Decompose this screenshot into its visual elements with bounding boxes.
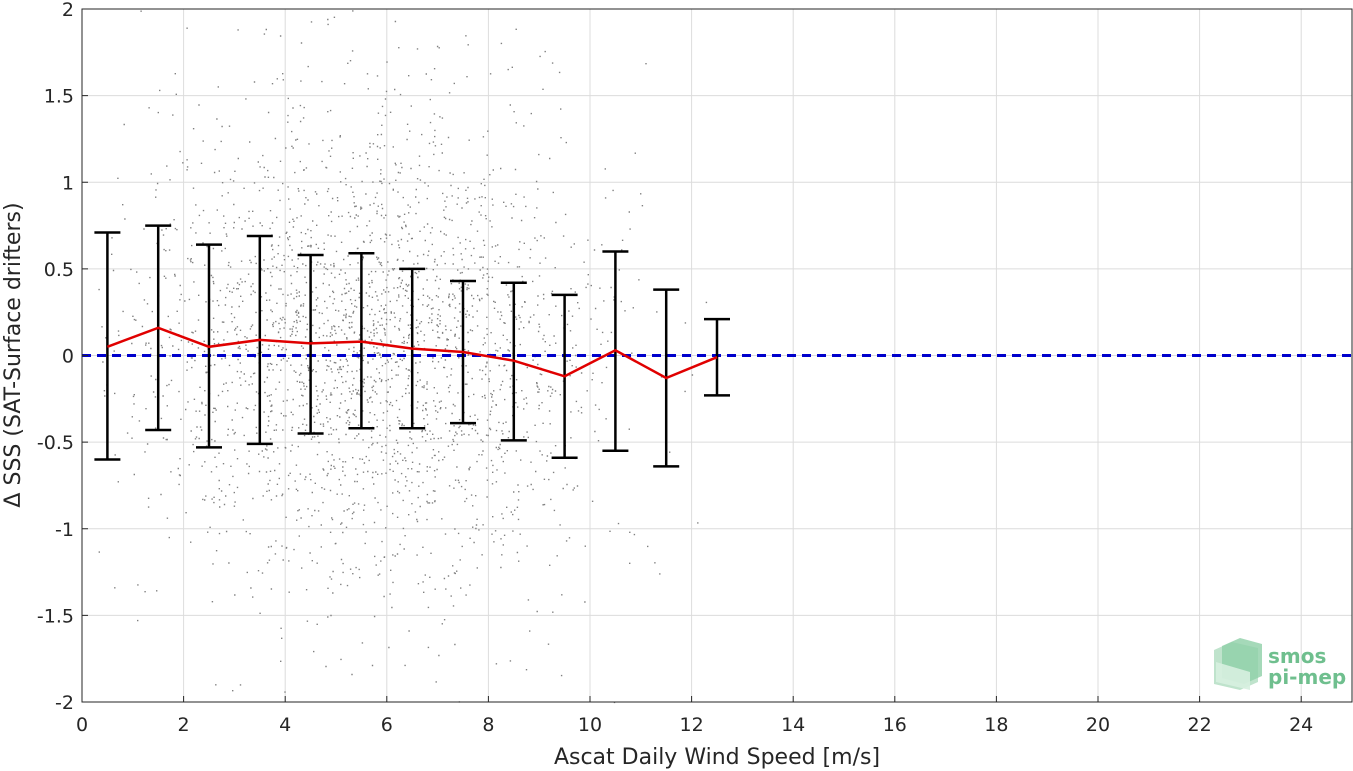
x-tick-label-5: 10	[578, 714, 602, 736]
x-tick-label-10: 20	[1086, 714, 1110, 736]
x-tick-label-9: 18	[984, 714, 1008, 736]
x-tick-label-3: 6	[381, 714, 393, 736]
x-tick-label-4: 8	[482, 714, 494, 736]
mean-polyline	[106, 326, 718, 380]
y-axis-label: Δ SSS (SAT-Surface drifters)	[1, 202, 26, 507]
x-tick-label-1: 2	[178, 714, 190, 736]
y-tick-label-8: 2	[62, 0, 74, 21]
y-tick-label-4: 0	[62, 346, 74, 368]
x-axis-label: Ascat Daily Wind Speed [m/s]	[554, 745, 880, 770]
logo-text-line1: smos	[1268, 644, 1326, 668]
x-tick-label-11: 22	[1188, 714, 1212, 736]
error-bars	[94, 224, 730, 468]
x-tick-label-6: 12	[680, 714, 704, 736]
logo: smos pi-mep	[1214, 638, 1346, 690]
x-tick-label-2: 4	[279, 714, 291, 736]
mean-line	[106, 326, 718, 380]
x-tick-label-0: 0	[76, 714, 88, 736]
logo-text-line2: pi-mep	[1268, 665, 1346, 689]
y-tick-label-3: -0.5	[37, 432, 74, 454]
logo-mark-icon	[1214, 638, 1262, 690]
x-tick-label-8: 16	[883, 714, 907, 736]
y-tick-labels: -2 -1.5 -1 -0.5 0 0.5 1 1.5 2	[37, 0, 88, 714]
x-tick-label-7: 14	[781, 714, 805, 736]
y-tick-label-0: -2	[55, 692, 74, 714]
x-tick-labels: 0 2 4 6 8 10 12 14 16 18 20 22 24	[76, 696, 1313, 736]
y-tick-label-1: -1.5	[37, 605, 74, 627]
y-tick-label-7: 1.5	[44, 86, 74, 108]
x-tick-label-12: 24	[1289, 714, 1313, 736]
y-tick-label-5: 0.5	[44, 259, 74, 281]
y-tick-label-2: -1	[55, 519, 74, 541]
y-tick-label-6: 1	[62, 172, 74, 194]
